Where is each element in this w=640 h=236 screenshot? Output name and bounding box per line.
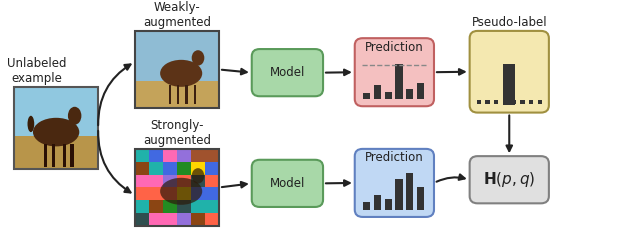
Text: Prediction: Prediction <box>365 41 424 54</box>
Bar <box>177 149 191 162</box>
Bar <box>374 85 381 99</box>
Ellipse shape <box>33 118 79 146</box>
Bar <box>14 87 98 169</box>
Text: Pseudo-label: Pseudo-label <box>472 16 547 29</box>
Bar <box>177 200 191 214</box>
Bar <box>135 149 149 162</box>
FancyBboxPatch shape <box>355 149 434 217</box>
Bar <box>163 149 177 162</box>
Bar <box>44 144 47 167</box>
Bar <box>485 100 490 104</box>
Bar <box>135 162 149 175</box>
Bar <box>205 200 220 214</box>
Bar <box>177 85 179 104</box>
FancyBboxPatch shape <box>470 31 549 113</box>
Bar <box>538 100 542 104</box>
Ellipse shape <box>68 107 81 125</box>
Text: $\mathbf{H}(p, q)$: $\mathbf{H}(p, q)$ <box>483 170 536 189</box>
Bar <box>511 100 516 104</box>
Bar <box>149 149 163 162</box>
Text: Unlabeled
example: Unlabeled example <box>6 57 66 85</box>
Bar <box>14 87 98 169</box>
Bar <box>14 136 98 169</box>
FancyBboxPatch shape <box>470 156 549 203</box>
Bar <box>70 144 74 167</box>
Bar <box>177 175 191 188</box>
Bar <box>205 175 220 188</box>
Bar <box>177 187 191 201</box>
Bar <box>396 64 403 99</box>
Bar <box>135 31 219 108</box>
Bar <box>191 175 205 188</box>
Bar <box>374 195 381 210</box>
Bar <box>191 162 205 175</box>
Text: Strongly-
augmented: Strongly- augmented <box>143 119 211 147</box>
Bar <box>205 149 220 162</box>
Bar <box>191 187 205 201</box>
Bar <box>504 64 515 105</box>
Bar <box>385 92 392 99</box>
Bar <box>135 31 219 108</box>
Bar <box>149 213 163 227</box>
Bar <box>135 81 219 108</box>
Bar <box>520 100 525 104</box>
Bar <box>191 200 205 214</box>
Text: Prediction: Prediction <box>365 152 424 164</box>
FancyBboxPatch shape <box>252 49 323 96</box>
Text: Weakly-
augmented: Weakly- augmented <box>143 1 211 29</box>
Bar <box>363 93 370 99</box>
Bar <box>168 85 171 104</box>
Bar <box>135 213 149 227</box>
Bar <box>135 200 149 214</box>
Bar <box>406 173 413 210</box>
Bar <box>149 200 163 214</box>
Bar <box>494 100 499 104</box>
Bar <box>186 85 188 104</box>
Bar <box>477 100 481 104</box>
FancyBboxPatch shape <box>252 160 323 207</box>
Bar <box>417 83 424 99</box>
Bar <box>205 162 220 175</box>
Bar <box>149 175 163 188</box>
Bar <box>135 187 149 201</box>
Ellipse shape <box>28 116 35 132</box>
Bar <box>503 100 507 104</box>
FancyBboxPatch shape <box>355 38 434 106</box>
Bar <box>135 175 149 188</box>
Bar <box>163 213 177 227</box>
Bar <box>177 162 191 175</box>
Bar <box>205 187 220 201</box>
Bar <box>52 144 55 167</box>
Bar <box>385 199 392 210</box>
Bar <box>406 89 413 99</box>
Text: Model: Model <box>269 177 305 190</box>
Bar <box>417 187 424 210</box>
Bar <box>396 179 403 210</box>
Bar <box>177 213 191 227</box>
Bar <box>149 162 163 175</box>
Bar <box>205 213 220 227</box>
Bar <box>163 200 177 214</box>
Bar <box>135 149 219 226</box>
Bar <box>163 162 177 175</box>
Ellipse shape <box>192 168 204 184</box>
Text: Model: Model <box>269 66 305 79</box>
Ellipse shape <box>160 60 202 87</box>
Bar <box>363 202 370 210</box>
Ellipse shape <box>160 178 202 205</box>
Bar <box>149 187 163 201</box>
Bar <box>191 213 205 227</box>
Bar <box>191 149 205 162</box>
Ellipse shape <box>192 50 204 66</box>
Bar <box>63 144 66 167</box>
Bar <box>529 100 533 104</box>
Bar <box>163 187 177 201</box>
Bar <box>194 85 196 104</box>
Bar <box>163 175 177 188</box>
